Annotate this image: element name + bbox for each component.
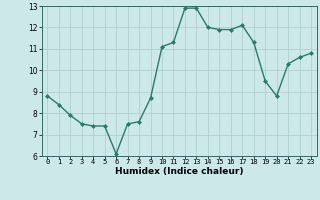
X-axis label: Humidex (Indice chaleur): Humidex (Indice chaleur) <box>115 167 244 176</box>
